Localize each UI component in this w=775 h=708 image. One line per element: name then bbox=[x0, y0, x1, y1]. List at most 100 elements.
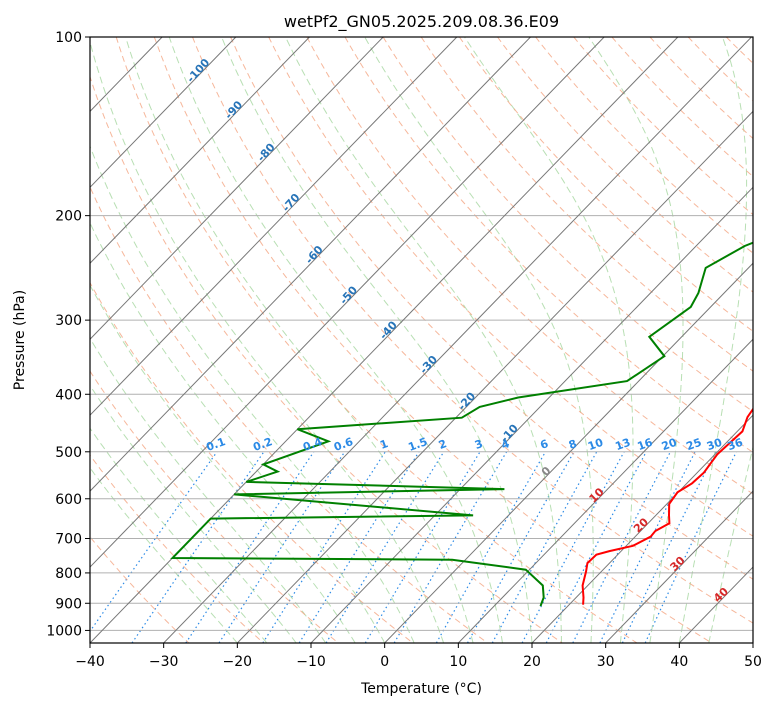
x-tick-label: 40 bbox=[670, 654, 688, 670]
isotherm-line bbox=[236, 110, 753, 643]
mixing-ratio-label: 4 bbox=[500, 437, 512, 452]
dry-adiabat bbox=[90, 370, 339, 643]
dry-adiabat bbox=[649, 37, 753, 140]
isotherm-label: 20 bbox=[631, 515, 651, 535]
y-tick-label: 400 bbox=[55, 387, 82, 403]
mixing-ratio-line bbox=[521, 451, 625, 643]
mixing-ratio-label: 2 bbox=[437, 437, 449, 452]
isotherm-line bbox=[90, 37, 384, 340]
mixing-ratio-label: 30 bbox=[705, 436, 724, 454]
mixing-ratio-line bbox=[364, 451, 481, 643]
upper-contour-label: -80 bbox=[255, 141, 278, 165]
isotherm-line bbox=[531, 414, 753, 643]
mixing-ratio-line bbox=[218, 451, 346, 643]
x-tick-label: 0 bbox=[380, 654, 389, 670]
mixing-ratio-label: 6 bbox=[538, 437, 550, 452]
dry-adiabat bbox=[687, 37, 753, 102]
contour-labels: 0.1 0.2 0.4 0.6 1 1.5 2 3 4 6 8 10 13 16 20 25 30 36-100-… bbox=[184, 56, 745, 605]
isotherm-label: 40 bbox=[711, 585, 731, 605]
mixing-ratio-line bbox=[599, 451, 696, 643]
y-tick-label: 600 bbox=[55, 492, 82, 508]
dry-adiabat bbox=[725, 37, 753, 64]
moist-adiabat bbox=[90, 467, 238, 643]
isotherm-line bbox=[752, 642, 753, 643]
mixing-ratio-line bbox=[90, 451, 218, 633]
chart-title: wetPf2_GN05.2025.209.08.36.E09 bbox=[284, 12, 559, 32]
mixing-ratio-label: 16 bbox=[636, 436, 655, 454]
isotherm-line bbox=[163, 37, 752, 643]
mixing-ratio-label: 0.1 bbox=[204, 435, 227, 454]
mixing-ratio-line bbox=[491, 451, 598, 643]
upper-contour-label: -90 bbox=[222, 98, 245, 122]
y-tick-label: 100 bbox=[55, 30, 82, 46]
x-axis-ticks: −40 −30 −20 −10 0 10 20 30 40 50 bbox=[75, 643, 762, 670]
x-tick-label: −20 bbox=[223, 654, 253, 670]
moist-adiabat bbox=[168, 37, 503, 643]
y-tick-label: 700 bbox=[55, 532, 82, 548]
moist-adiabat bbox=[90, 337, 327, 643]
mixing-ratio-label: 1 bbox=[378, 437, 390, 452]
mixing-ratio-label: 3 bbox=[473, 437, 485, 452]
dry-adiabat bbox=[115, 37, 638, 643]
dry-adiabat bbox=[420, 37, 753, 372]
plot-frame bbox=[89, 36, 754, 644]
x-tick-label: −30 bbox=[149, 654, 179, 670]
dry-adiabat bbox=[90, 281, 414, 643]
skewed-isotherms bbox=[90, 37, 753, 643]
moist-adiabat bbox=[678, 37, 748, 643]
isotherm-line bbox=[90, 37, 458, 416]
mixing-ratio-label: 36 bbox=[726, 436, 745, 454]
mixing-ratio-label: 10 bbox=[586, 436, 605, 454]
y-tick-label: 800 bbox=[55, 566, 82, 582]
mixing-ratio-line bbox=[545, 451, 647, 643]
pressure-gridlines bbox=[90, 37, 753, 631]
mixing-ratio-line bbox=[393, 451, 508, 643]
mixing-ratio-label: 8 bbox=[567, 437, 579, 452]
upper-contour-label: -70 bbox=[280, 191, 303, 215]
moist-adiabat bbox=[464, 37, 634, 643]
mixing-ratio-line bbox=[572, 451, 671, 643]
mixing-ratio-line bbox=[262, 451, 386, 643]
mixing-ratio-lines bbox=[90, 451, 737, 643]
profile-lines bbox=[170, 241, 753, 607]
x-tick-label: 50 bbox=[744, 654, 762, 670]
upper-contour-label: -40 bbox=[377, 318, 400, 342]
dry-adiabat bbox=[90, 75, 563, 643]
moist-adiabat bbox=[708, 445, 753, 643]
isotherm-line bbox=[457, 338, 753, 643]
isotherm-line bbox=[90, 37, 237, 189]
dry-adiabat bbox=[497, 37, 753, 293]
moist-adiabat bbox=[221, 37, 533, 643]
moist-adiabat bbox=[90, 144, 415, 643]
mixing-ratio-label: 1.5 bbox=[406, 435, 429, 454]
mixing-ratio-label: 0.4 bbox=[301, 435, 324, 454]
dry-adiabat bbox=[90, 185, 488, 643]
mixing-ratio-label: 20 bbox=[660, 436, 679, 454]
dry-adiabat bbox=[382, 37, 753, 413]
moist-adiabat bbox=[90, 384, 297, 643]
dry-adiabat bbox=[230, 37, 753, 580]
dry-adiabat bbox=[458, 37, 753, 332]
plot-area: 0.1 0.2 0.4 0.6 1 1.5 2 3 4 6 8 10 13 16 20 25 30 36-100-… bbox=[90, 37, 775, 643]
mixing-ratio-line bbox=[621, 451, 717, 643]
dry-adiabat bbox=[192, 37, 753, 624]
isotherm-line bbox=[605, 490, 753, 643]
mixing-ratio-line bbox=[644, 451, 737, 643]
x-tick-label: 10 bbox=[449, 654, 467, 670]
dry-adiabat bbox=[764, 37, 775, 643]
isotherm-line bbox=[90, 37, 605, 568]
x-tick-label: 20 bbox=[523, 654, 541, 670]
upper-contour-label: -60 bbox=[303, 243, 326, 267]
upper-contour-label: -100 bbox=[184, 56, 212, 85]
y-tick-label: 300 bbox=[55, 313, 82, 329]
moist-adiabat bbox=[588, 37, 684, 643]
isotherm-line bbox=[310, 186, 753, 643]
moist-adiabat bbox=[364, 37, 594, 643]
upper-contour-label: -50 bbox=[337, 283, 360, 307]
mixing-ratio-line bbox=[185, 451, 315, 643]
moist-adiabat bbox=[90, 40, 445, 643]
y-axis-label: Pressure (hPa) bbox=[12, 290, 28, 390]
x-tick-label: −10 bbox=[296, 654, 326, 670]
isotherm-line bbox=[384, 262, 753, 643]
